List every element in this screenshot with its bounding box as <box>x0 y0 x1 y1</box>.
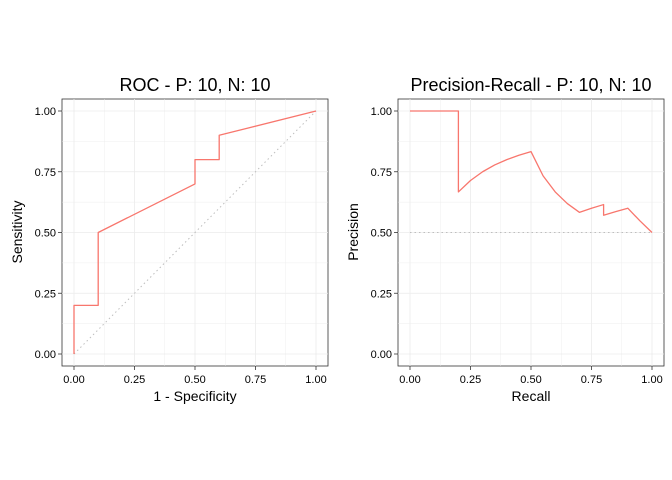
roc-ytick-label: 0.50 <box>35 228 56 240</box>
pr-xtick-label: 0.50 <box>520 374 541 386</box>
pr-xlabel: Recall <box>512 388 551 404</box>
pr-curve <box>410 110 653 233</box>
pr-ytick-label: 0.25 <box>371 288 392 300</box>
roc-ytick-label: 0.25 <box>35 288 56 300</box>
roc-ytick-label: 0.00 <box>35 349 56 361</box>
pr-xtick-label: 0.25 <box>460 374 481 386</box>
roc-panel: ROC - P: 10, N: 10 0.00 0.25 0.50 0.75 1.000… <box>9 75 329 404</box>
pr-xtick-label: 1.00 <box>641 374 662 386</box>
pr-panel: Precision-Recall - P: 10, N: 10 0.00 0.25… <box>345 75 665 404</box>
pr-title: Precision-Recall - P: 10, N: 10 <box>410 75 651 95</box>
roc-ylabel: Sensitivity <box>9 200 25 263</box>
roc-reference-line <box>73 110 317 355</box>
pr-xtick-label: 0.75 <box>581 374 602 386</box>
pr-ylabel: Precision <box>345 203 361 261</box>
pr-series <box>410 110 653 233</box>
pr-ytick-label: 1.00 <box>371 106 392 118</box>
roc-ytick-label: 1.00 <box>35 106 56 118</box>
pr-xtick-label: 0.00 <box>399 374 420 386</box>
pr-ytick-label: 0.50 <box>371 228 392 240</box>
roc-series <box>73 110 317 354</box>
pr-ytick-label: 0.00 <box>371 349 392 361</box>
roc-xtick-label: 1.00 <box>305 374 326 386</box>
roc-xlabel: 1 - Specificity <box>153 388 236 404</box>
roc-title: ROC - P: 10, N: 10 <box>119 75 270 95</box>
roc-ticks: 0.00 0.25 0.50 0.75 1.00 0.00 0.25 0.50 0.75 1.00 <box>35 106 327 386</box>
pr-ticks: 0.00 0.25 0.50 0.75 1.00 0.00 0.25 0.50 0.75 1.00 <box>371 106 663 386</box>
roc-xtick-label: 0.75 <box>245 374 266 386</box>
roc-reference <box>73 110 317 355</box>
roc-xtick-label: 0.00 <box>63 374 84 386</box>
roc-xtick-label: 0.25 <box>124 374 145 386</box>
roc-ytick-label: 0.75 <box>35 167 56 179</box>
roc-xtick-label: 0.50 <box>184 374 205 386</box>
roc-curve <box>73 110 317 354</box>
pr-ytick-label: 0.75 <box>371 167 392 179</box>
